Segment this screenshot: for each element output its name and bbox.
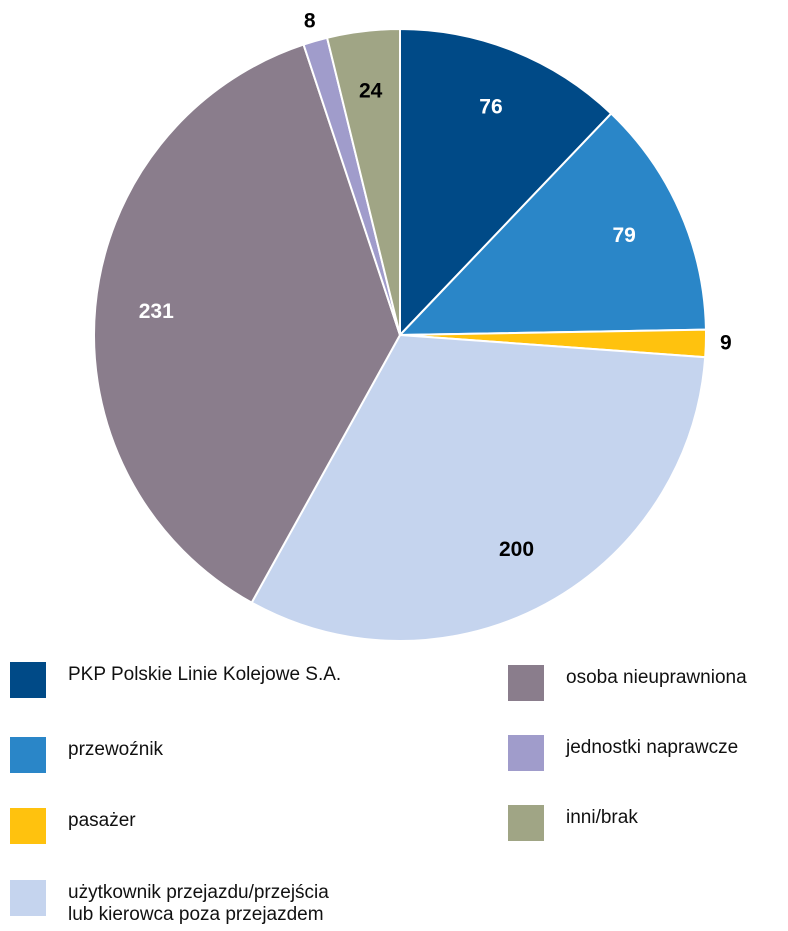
legend-item: użytkownik przejazdu/przejścia lub kiero… xyxy=(10,880,329,926)
legend-swatch xyxy=(508,665,544,701)
legend-label: PKP Polskie Linie Kolejowe S.A. xyxy=(68,664,342,685)
legend-swatch xyxy=(508,735,544,771)
legend-item: inni/brak xyxy=(508,805,638,841)
data-label: 9 xyxy=(720,332,732,355)
pie-slice xyxy=(397,112,707,337)
pie-slice xyxy=(93,43,402,605)
data-label: 231 xyxy=(139,300,174,323)
legend-swatch xyxy=(508,805,544,841)
data-label: 76 xyxy=(479,95,502,118)
data-label: 200 xyxy=(499,538,534,561)
legend-label: jednostki naprawcze xyxy=(566,737,739,758)
legend-item: pasażer xyxy=(10,808,136,844)
data-label: 8 xyxy=(304,9,316,32)
data-label: 24 xyxy=(359,80,383,103)
data-label: 79 xyxy=(613,224,636,247)
legend-item: jednostki naprawcze xyxy=(508,735,738,771)
legend-label: osoba nieuprawniona xyxy=(566,667,747,688)
pie-slice xyxy=(325,27,401,336)
legend-label: pasażer xyxy=(68,810,136,831)
legend-swatch xyxy=(10,880,46,916)
pie-slice xyxy=(399,27,613,338)
pie-area: 76 79 9 200 231 8 24 xyxy=(93,9,732,642)
legend-label: inni/brak xyxy=(566,807,638,828)
pie-slice xyxy=(250,333,707,642)
legend-item: przewoźnik xyxy=(10,737,163,773)
legend-label: przewoźnik xyxy=(68,739,164,760)
legend-swatch xyxy=(10,662,46,698)
legend-swatch xyxy=(10,808,46,844)
legend-label: użytkownik przejazdu/przejścia lub kiero… xyxy=(68,882,329,925)
legend-item: PKP Polskie Linie Kolejowe S.A. xyxy=(10,662,341,698)
legend-item: osoba nieuprawniona xyxy=(508,665,747,701)
legend-swatch xyxy=(10,737,46,773)
